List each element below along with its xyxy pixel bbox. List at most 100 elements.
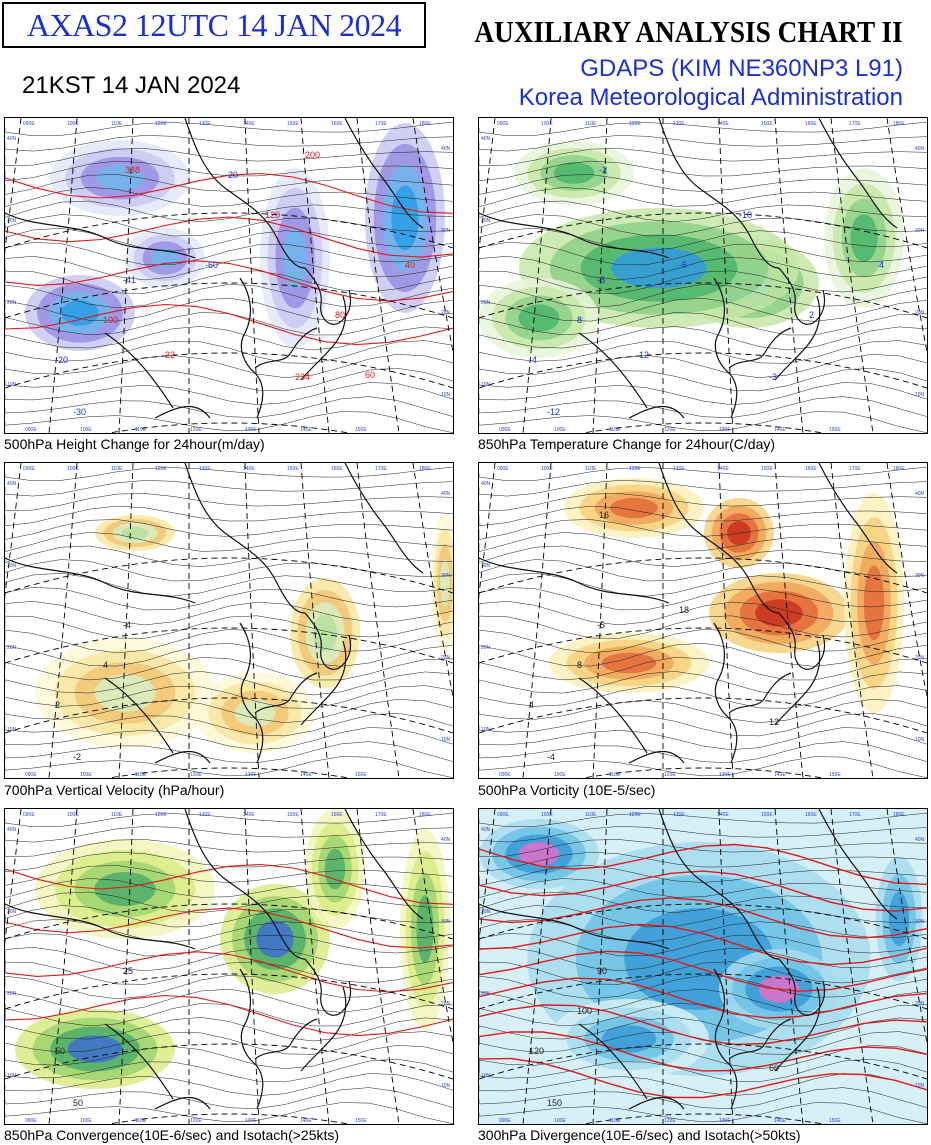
longitude-label-top: 180E [419,121,431,127]
parallel-line [479,903,927,940]
parallel-line [479,352,927,389]
contour-line [5,905,453,928]
parallel-line [106,422,352,433]
longitude-label-bottom: 110E [609,772,621,778]
contour-line [5,466,453,482]
coastline [184,463,306,614]
contour-value-label: 4 [879,260,884,270]
parallel-line [5,282,453,319]
longitude-label-top: 130E [673,121,685,127]
contour-line [479,629,927,654]
meridian-line [412,463,453,699]
contour-value-label: 18 [679,605,689,615]
panel-500hpa-vorticity[interactable]: 090E 090E 100E 100E 110E 110E 120E 120E 130E 130E… [478,462,928,779]
caption-500hpa-vorticity: 500hPa Vorticity (10E-5/sec) [478,782,656,798]
contour-value-label: -2 [73,752,81,762]
panel-500hpa-height-change[interactable]: 090E 090E 100E 100E 110E 110E 120E 120E 130E 130E… [4,117,454,434]
coastline [104,1023,174,1100]
coastline [154,1096,211,1110]
contour-line [479,466,927,482]
coastline [300,640,347,726]
coastline [304,267,352,325]
isotach-line [5,951,453,993]
longitude-label-bottom: 140E [774,427,786,433]
longitude-label-bottom: 150E [829,772,841,778]
contour-line [479,256,927,281]
panel-300hpa-divergence[interactable]: 090E 090E 100E 100E 110E 110E 120E 120E 130E 130E… [478,808,928,1125]
meridian-line [412,118,453,354]
panel-850hpa-temperature-change[interactable]: 090E 090E 100E 100E 110E 110E 120E 120E 130E 130E… [478,117,928,434]
latitude-label-right: 40N [915,837,925,843]
meridian-line [522,463,552,778]
longitude-label-top: 120E [629,812,641,818]
contour-line [5,135,453,152]
contour-value-label: 200 [305,150,320,160]
panel-700hpa-vertical-velocity[interactable]: 090E 090E 100E 100E 110E 110E 120E 120E 130E 130E… [4,462,454,779]
contour-line [5,411,453,433]
latitude-label-right: 20N [441,655,451,661]
meridian-line [48,463,78,778]
contour-line [5,312,453,336]
contour-line [479,297,927,322]
meridian-line [244,463,260,778]
coastline [154,750,211,764]
longitude-label-bottom: 120E [664,427,676,433]
parallel-line [5,557,453,594]
parallel-line [5,352,453,389]
longitude-label-top: 090E [497,121,509,127]
contour-value-label: 32 [165,350,175,360]
contour-line [479,671,927,696]
latitude-label-left: 20N [481,645,491,651]
contour-value-label: -30 [73,407,86,417]
coastline [818,463,898,574]
longitude-label-bottom: 150E [355,1118,367,1124]
latitude-label-right: 40N [441,491,451,497]
longitude-label-top: 110E [111,466,123,472]
contour-line [479,642,927,667]
contour-value-label: 25 [123,966,133,976]
contour-value-label: -41 [123,275,136,285]
contour-line [479,699,927,723]
latitude-label-left: 30N [481,563,491,569]
meridian-line [300,118,330,433]
isotach-line [479,1004,927,1046]
longitude-label-top: 120E [155,466,167,472]
coastline [254,327,318,369]
contour-line [479,227,927,252]
contour-value-label: -5 [597,620,605,630]
contour-line [479,975,927,1000]
isotach-line [5,260,453,302]
contour-value-label: 4 [103,660,108,670]
longitude-label-bottom: 130E [245,772,257,778]
coastline [479,903,670,950]
longitude-label-bottom: 110E [135,772,147,778]
coastline [104,332,174,409]
meridian-line [830,463,874,778]
product-code-box: AXAS2 12UTC 14 JAN 2024 [2,2,426,48]
meridian-line [592,463,608,778]
shaded-field [61,300,99,326]
coastline [774,295,821,381]
longitude-label-top: 140E [243,466,255,472]
longitude-label-bottom: 120E [664,1118,676,1124]
panel-850hpa-convergence[interactable]: 090E 090E 100E 100E 110E 110E 120E 120E 130E 130E… [4,808,454,1125]
meridian-line [356,463,400,778]
contour-line [5,519,453,540]
contour-line [479,727,927,750]
longitude-label-bottom: 090E [499,772,511,778]
coastline [5,903,196,950]
parallel-line [106,767,352,778]
coastline [774,986,821,1072]
contour-value-label: 2 [55,700,60,710]
longitude-label-top: 170E [849,466,861,472]
longitude-label-top: 140E [243,121,255,127]
longitude-label-bottom: 100E [554,772,566,778]
contour-value-label: 50 [73,1098,83,1108]
shaded-field [610,497,658,519]
contour-line [479,411,927,433]
contour-value-label: -60 [205,260,218,270]
contour-line [479,587,927,611]
latitude-label-left: 10N [481,727,491,733]
map-850hpa-convergence: 090E 090E 100E 100E 110E 110E 120E 120E 130E 130E… [5,809,453,1124]
coastline [344,118,424,229]
